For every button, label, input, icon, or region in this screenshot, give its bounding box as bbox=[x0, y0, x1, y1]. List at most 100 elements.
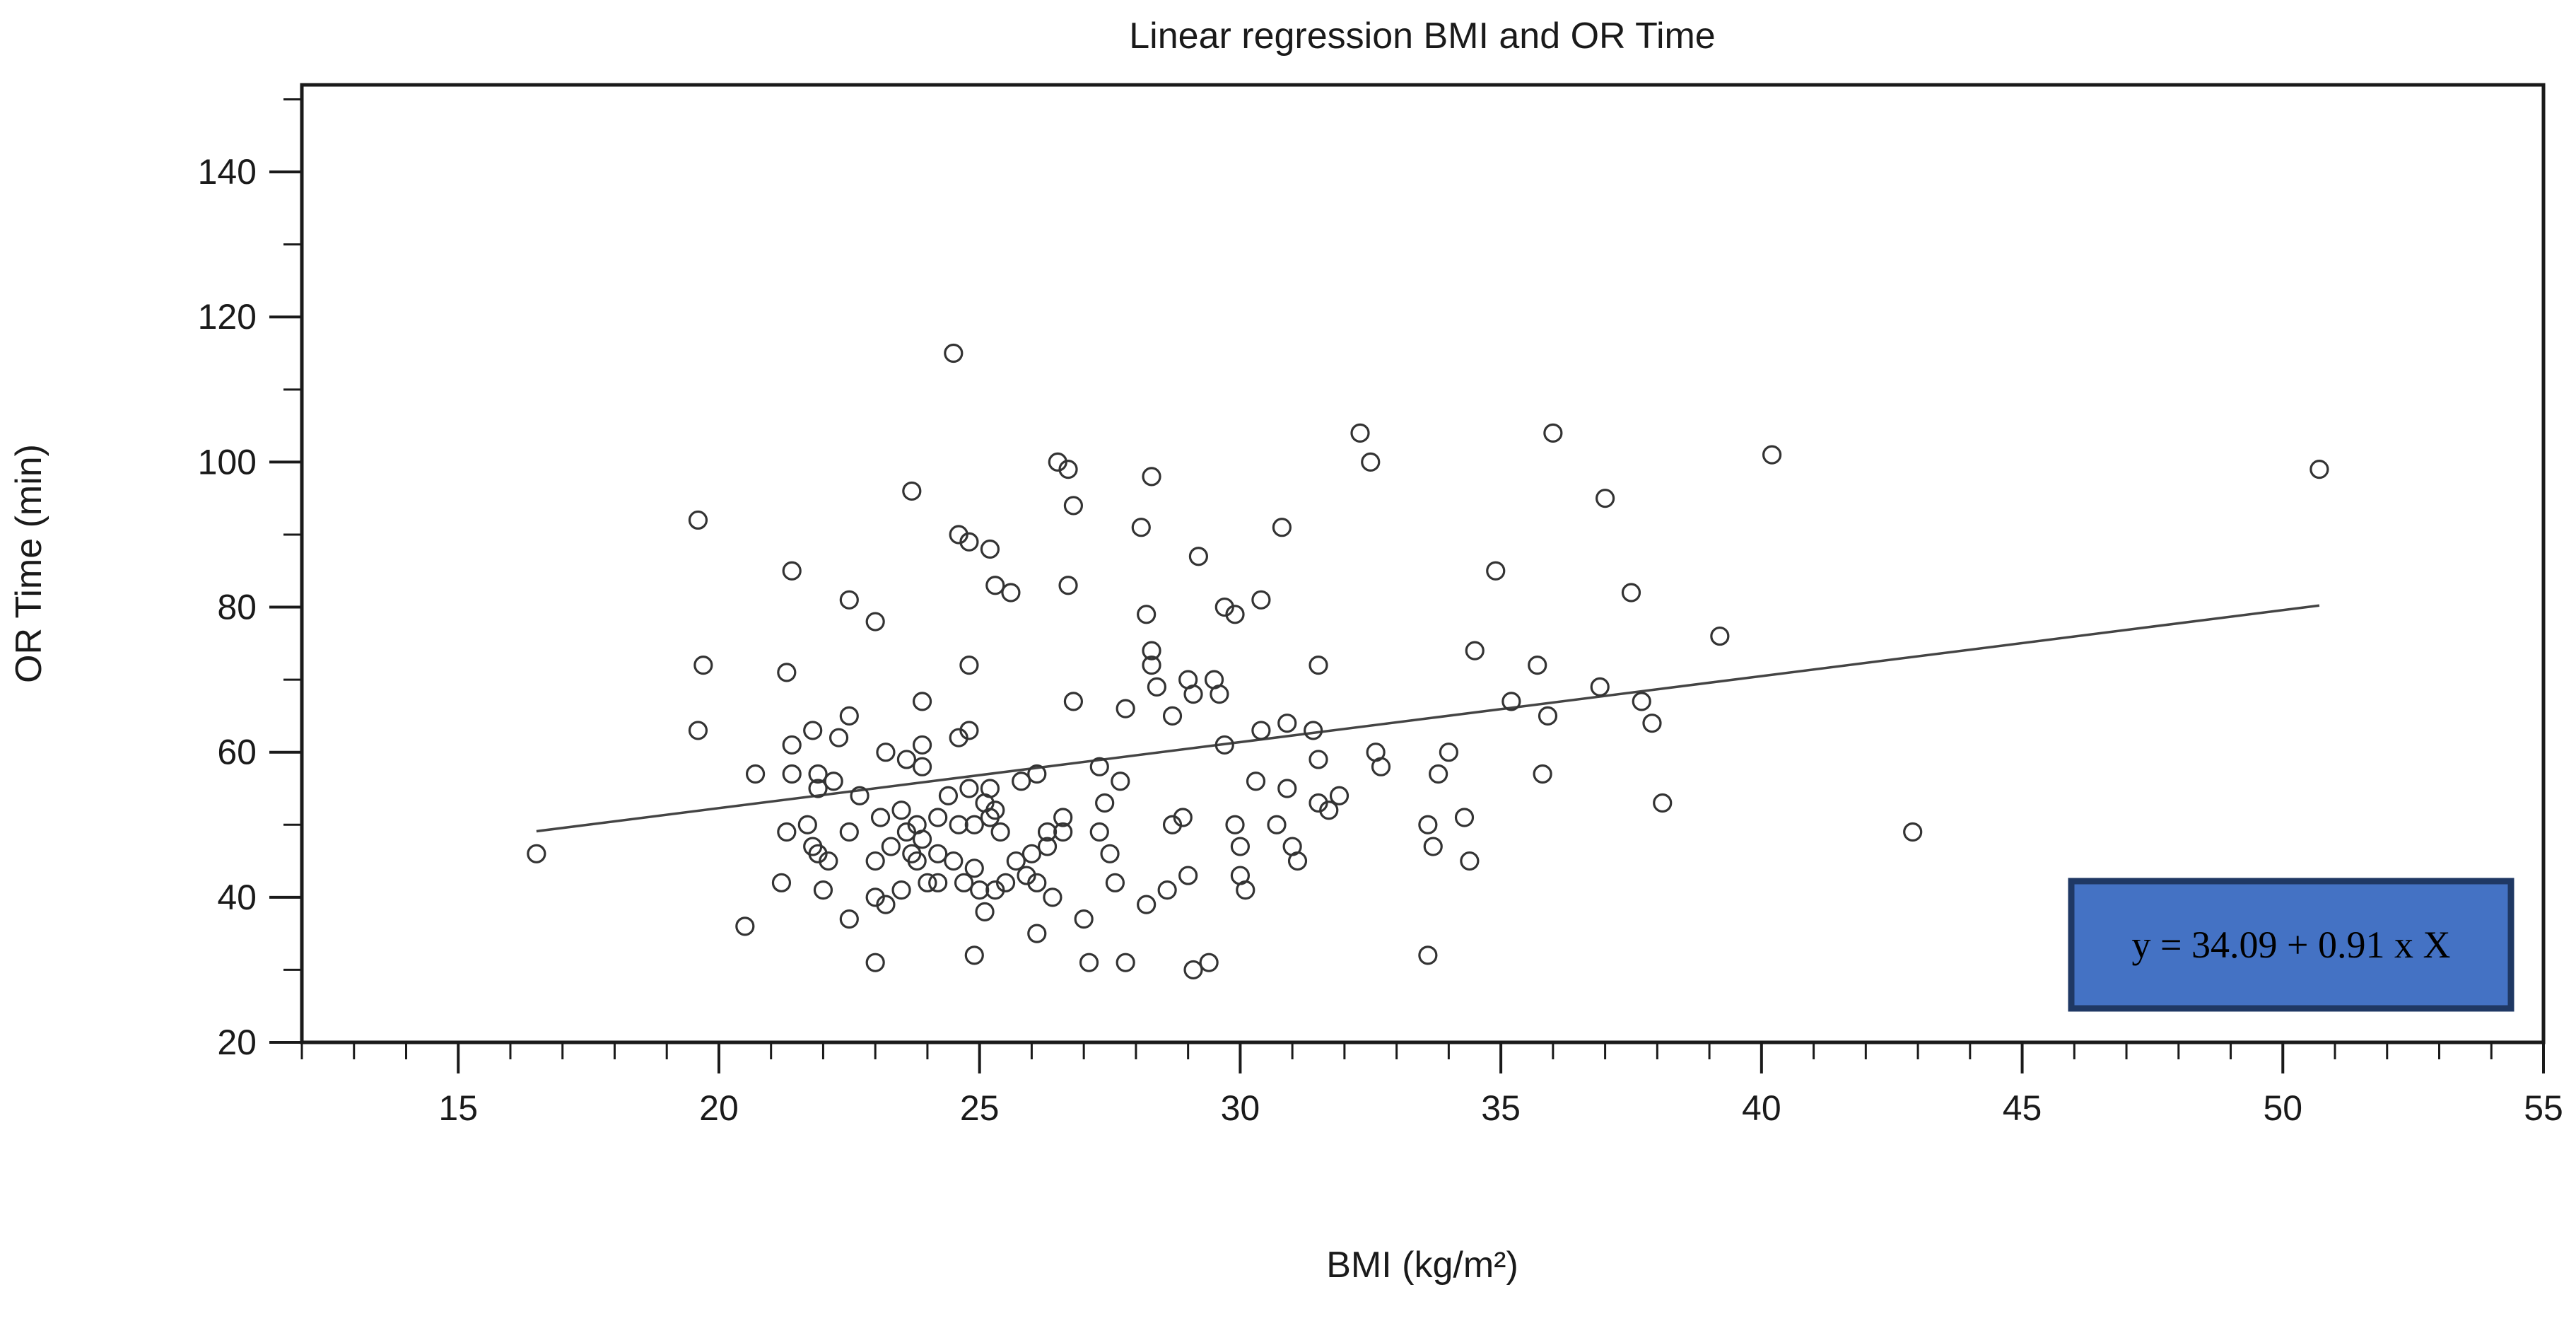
data-point bbox=[1361, 452, 1381, 472]
scatter-points bbox=[527, 343, 2329, 980]
data-point bbox=[1287, 851, 1308, 871]
data-point bbox=[959, 656, 979, 675]
data-point bbox=[1021, 844, 1042, 863]
equation-text: y = 34.09 + 0.91 x X bbox=[2132, 924, 2451, 966]
data-point bbox=[1350, 423, 1370, 443]
data-point bbox=[1183, 685, 1203, 704]
data-point bbox=[964, 815, 984, 834]
data-point bbox=[959, 532, 979, 552]
data-point bbox=[1653, 793, 1673, 813]
data-point bbox=[944, 343, 964, 363]
data-point bbox=[777, 663, 797, 682]
x-tick-label: 35 bbox=[1481, 1088, 1521, 1128]
data-point bbox=[777, 822, 797, 842]
data-point bbox=[975, 902, 995, 921]
x-tick-label: 25 bbox=[960, 1088, 1000, 1128]
data-point bbox=[995, 873, 1016, 892]
data-point bbox=[1178, 866, 1198, 885]
data-point bbox=[1053, 822, 1073, 842]
data-point bbox=[1465, 641, 1485, 660]
data-point bbox=[1095, 793, 1115, 813]
data-point bbox=[1621, 583, 1641, 603]
x-tick-label: 15 bbox=[438, 1088, 478, 1128]
data-point bbox=[688, 721, 708, 740]
data-point bbox=[1105, 873, 1125, 892]
data-point bbox=[1486, 561, 1506, 581]
data-point bbox=[527, 844, 546, 863]
data-point bbox=[1089, 757, 1109, 776]
data-point bbox=[839, 909, 859, 929]
data-point bbox=[808, 779, 828, 798]
data-point bbox=[1429, 764, 1448, 784]
data-point bbox=[735, 916, 755, 936]
data-point bbox=[1116, 953, 1135, 972]
data-point bbox=[1131, 518, 1151, 537]
data-point bbox=[1183, 960, 1203, 980]
data-point bbox=[1058, 576, 1078, 595]
data-point bbox=[865, 953, 885, 972]
regression-line bbox=[536, 604, 2320, 833]
data-point bbox=[1100, 844, 1120, 863]
data-point bbox=[2309, 460, 2329, 479]
data-point bbox=[1272, 518, 1292, 537]
data-point bbox=[876, 743, 896, 762]
data-point bbox=[1037, 822, 1058, 842]
data-point bbox=[771, 873, 792, 892]
axis-tick-labels: 15 20 25 30 35 40 45 50 55 20 40 60 80 100 120 140 bbox=[198, 152, 2563, 1128]
data-point bbox=[891, 801, 911, 820]
axis-ticks bbox=[269, 98, 2545, 1073]
chart-title: Linear regression BMI and OR Time bbox=[1129, 16, 1715, 57]
data-point bbox=[782, 764, 802, 784]
x-tick-label: 50 bbox=[2263, 1088, 2302, 1128]
data-point bbox=[990, 822, 1010, 842]
data-point bbox=[1543, 423, 1563, 443]
data-point bbox=[1528, 656, 1547, 675]
data-point bbox=[954, 873, 974, 892]
data-point bbox=[970, 880, 990, 900]
data-point bbox=[1642, 714, 1662, 733]
y-axis-label: OR Time (min) bbox=[8, 444, 49, 683]
data-point bbox=[803, 721, 823, 740]
data-point bbox=[1596, 489, 1615, 508]
y-tick-label: 60 bbox=[217, 733, 257, 772]
data-point bbox=[824, 772, 843, 791]
data-point bbox=[1063, 496, 1084, 516]
data-point bbox=[1142, 467, 1161, 487]
data-point bbox=[938, 786, 959, 805]
data-point bbox=[1418, 945, 1438, 965]
data-point bbox=[985, 576, 1005, 595]
data-point bbox=[1371, 757, 1391, 776]
x-tick-label: 55 bbox=[2524, 1088, 2563, 1128]
data-point bbox=[1157, 880, 1177, 900]
data-point bbox=[928, 808, 948, 827]
y-tick-label: 80 bbox=[217, 588, 257, 627]
data-point bbox=[1501, 692, 1521, 711]
y-tick-label: 120 bbox=[198, 297, 257, 337]
data-point bbox=[876, 895, 896, 914]
data-point bbox=[959, 721, 979, 740]
data-point bbox=[688, 510, 708, 530]
data-point bbox=[902, 481, 922, 501]
data-point bbox=[964, 945, 984, 965]
data-point bbox=[1251, 590, 1271, 610]
x-tick-label: 20 bbox=[699, 1088, 739, 1128]
data-point bbox=[839, 822, 859, 842]
data-point bbox=[782, 735, 802, 755]
data-point bbox=[808, 764, 828, 784]
data-point bbox=[1111, 772, 1130, 791]
data-point bbox=[1137, 605, 1157, 624]
data-point bbox=[1188, 547, 1209, 566]
data-point bbox=[1210, 685, 1229, 704]
equation-box: y = 34.09 + 0.91 x X bbox=[2068, 878, 2514, 1012]
y-tick-label: 140 bbox=[198, 152, 257, 192]
data-point bbox=[829, 728, 849, 747]
data-point bbox=[1027, 764, 1047, 784]
data-point bbox=[912, 830, 932, 849]
data-point bbox=[1319, 801, 1339, 820]
data-point bbox=[1418, 815, 1438, 834]
data-point bbox=[1903, 822, 1923, 842]
data-point bbox=[1006, 851, 1026, 871]
data-point bbox=[839, 590, 859, 610]
